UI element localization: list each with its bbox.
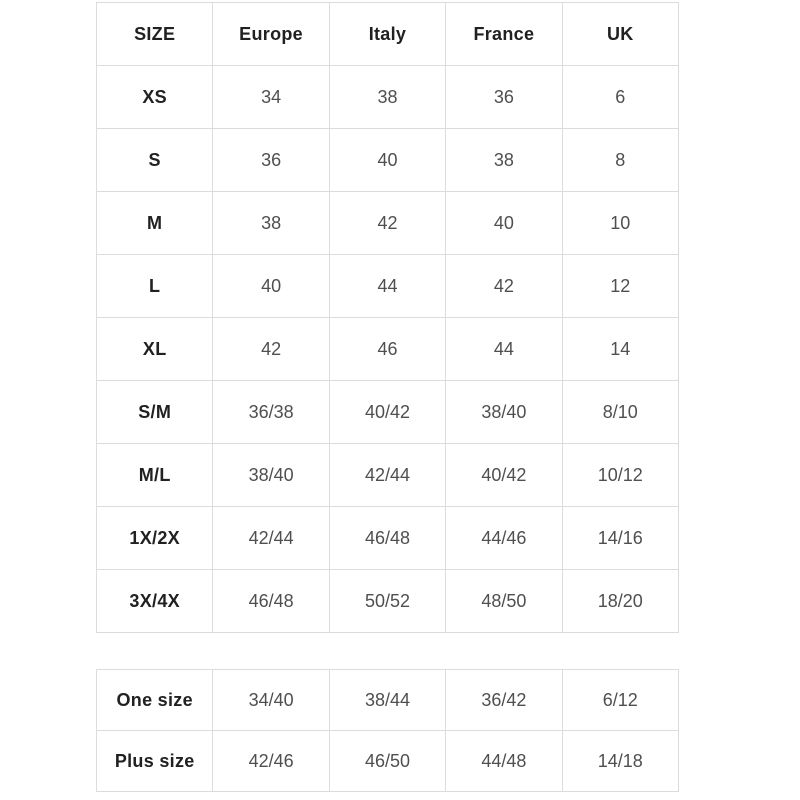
size-label-cell: S/M: [95, 380, 214, 444]
table-row: Plus size 42/46 46/50 44/48 14/18: [95, 730, 680, 792]
france-value-cell: 38/40: [445, 380, 563, 444]
uk-value-cell: 14/16: [561, 506, 680, 570]
france-value-cell: 48/50: [445, 569, 563, 633]
size-label-cell: M/L: [95, 443, 214, 507]
italy-value-cell: 38: [328, 65, 447, 129]
europe-value-cell: 42: [212, 317, 330, 381]
europe-value-cell: 34/40: [212, 669, 330, 731]
table-row: 1X/2X 42/44 46/48 44/46 14/16: [95, 506, 680, 570]
uk-value-cell: 6/12: [561, 669, 680, 731]
europe-value-cell: 36: [212, 128, 330, 192]
france-value-cell: 42: [445, 254, 563, 318]
header-cell-italy: Italy: [328, 2, 447, 66]
italy-value-cell: 40: [328, 128, 447, 192]
size-label-cell: XL: [95, 317, 214, 381]
europe-value-cell: 42/44: [212, 506, 330, 570]
uk-value-cell: 6: [561, 65, 680, 129]
italy-value-cell: 42: [328, 191, 447, 255]
europe-value-cell: 34: [212, 65, 330, 129]
size-label-cell: XS: [95, 65, 214, 129]
uk-value-cell: 8: [561, 128, 680, 192]
header-cell-uk: UK: [561, 2, 680, 66]
table-row: XS 34 38 36 6: [95, 65, 680, 129]
header-cell-europe: Europe: [212, 2, 330, 66]
header-cell-size: SIZE: [95, 2, 214, 66]
france-value-cell: 44/46: [445, 506, 563, 570]
header-cell-france: France: [445, 2, 563, 66]
table-row: One size 34/40 38/44 36/42 6/12: [95, 669, 680, 731]
size-conversion-table: SIZE Europe Italy France UK XS 34 38 36 …: [95, 2, 680, 633]
uk-value-cell: 12: [561, 254, 680, 318]
uk-value-cell: 14: [561, 317, 680, 381]
size-label-cell: S: [95, 128, 214, 192]
size-label-cell: M: [95, 191, 214, 255]
italy-value-cell: 46/48: [328, 506, 447, 570]
europe-value-cell: 42/46: [212, 730, 330, 792]
table-row: S/M 36/38 40/42 38/40 8/10: [95, 380, 680, 444]
italy-value-cell: 38/44: [328, 669, 447, 731]
italy-value-cell: 50/52: [328, 569, 447, 633]
table-header-row: SIZE Europe Italy France UK: [95, 2, 680, 66]
europe-value-cell: 46/48: [212, 569, 330, 633]
france-value-cell: 40: [445, 191, 563, 255]
special-sizes-table: One size 34/40 38/44 36/42 6/12 Plus siz…: [95, 669, 680, 792]
table-row: M/L 38/40 42/44 40/42 10/12: [95, 443, 680, 507]
size-label-cell: 1X/2X: [95, 506, 214, 570]
italy-value-cell: 46/50: [328, 730, 447, 792]
italy-value-cell: 42/44: [328, 443, 447, 507]
france-value-cell: 44: [445, 317, 563, 381]
france-value-cell: 40/42: [445, 443, 563, 507]
italy-value-cell: 44: [328, 254, 447, 318]
uk-value-cell: 10: [561, 191, 680, 255]
italy-value-cell: 46: [328, 317, 447, 381]
size-label-cell: One size: [95, 669, 214, 731]
europe-value-cell: 38: [212, 191, 330, 255]
size-label-cell: Plus size: [95, 730, 214, 792]
europe-value-cell: 36/38: [212, 380, 330, 444]
table-row: XL 42 46 44 14: [95, 317, 680, 381]
italy-value-cell: 40/42: [328, 380, 447, 444]
uk-value-cell: 14/18: [561, 730, 680, 792]
size-label-cell: 3X/4X: [95, 569, 214, 633]
size-label-cell: L: [95, 254, 214, 318]
table-row: M 38 42 40 10: [95, 191, 680, 255]
uk-value-cell: 10/12: [561, 443, 680, 507]
uk-value-cell: 18/20: [561, 569, 680, 633]
table-row: L 40 44 42 12: [95, 254, 680, 318]
france-value-cell: 36/42: [445, 669, 563, 731]
europe-value-cell: 38/40: [212, 443, 330, 507]
france-value-cell: 38: [445, 128, 563, 192]
table-row: S 36 40 38 8: [95, 128, 680, 192]
france-value-cell: 44/48: [445, 730, 563, 792]
france-value-cell: 36: [445, 65, 563, 129]
europe-value-cell: 40: [212, 254, 330, 318]
uk-value-cell: 8/10: [561, 380, 680, 444]
table-row: 3X/4X 46/48 50/52 48/50 18/20: [95, 569, 680, 633]
